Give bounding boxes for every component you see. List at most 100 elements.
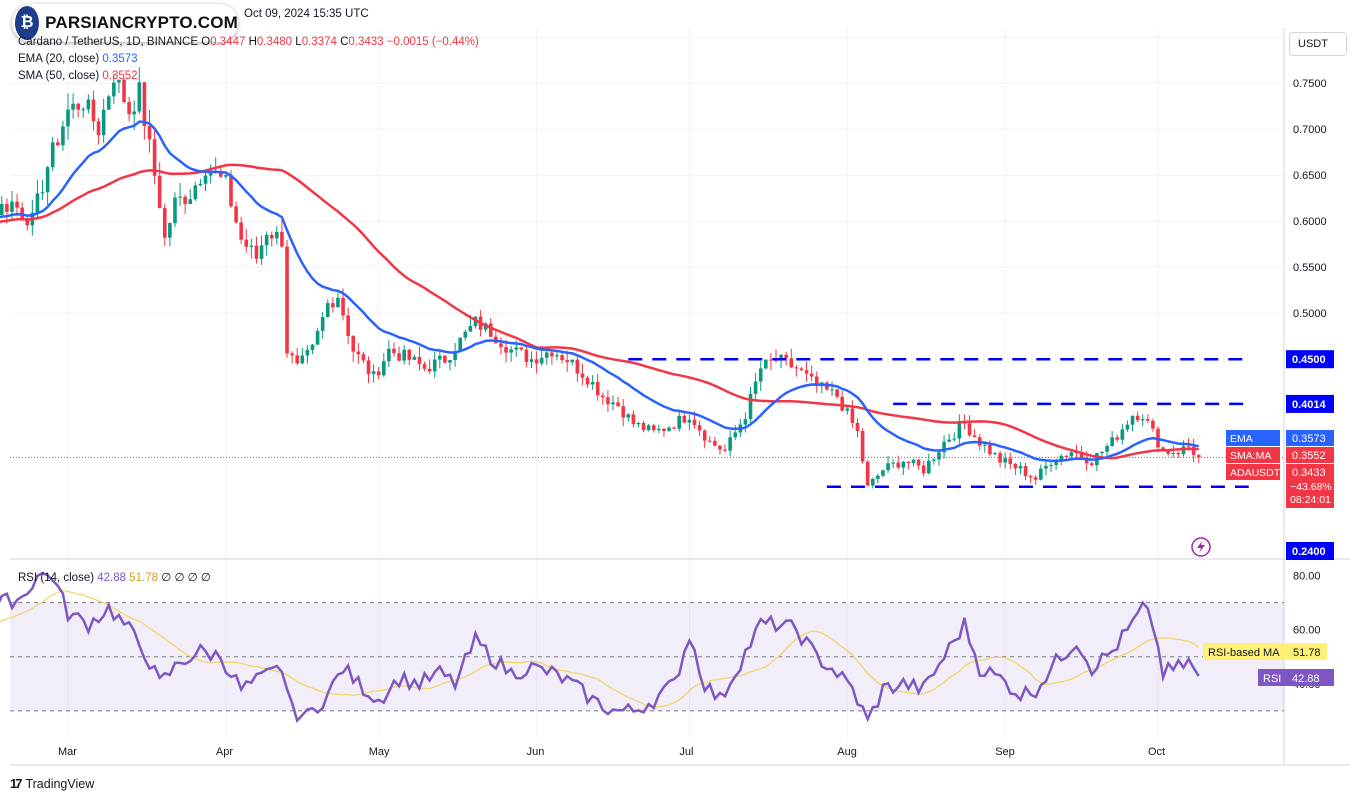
candle-body (91, 99, 96, 122)
candle-body (891, 462, 895, 464)
level-badge (1286, 394, 1334, 413)
symbol-title[interactable]: Cardano / TetherUS, 1D, BINANCE (18, 36, 199, 48)
candle-body (66, 109, 70, 127)
low-label: L (295, 36, 302, 48)
candle-body (1105, 445, 1109, 452)
lightning-icon (1191, 537, 1211, 557)
candle-body (1186, 446, 1191, 448)
candle-body (957, 422, 962, 439)
tradingview-brand: TradingView (25, 776, 95, 791)
candle-body (1023, 466, 1028, 477)
candle-body (636, 422, 641, 425)
candle-body (575, 359, 580, 374)
badge-value-box (1286, 430, 1334, 446)
level-badge (1286, 542, 1334, 560)
tradingview-icon: 17 (10, 776, 23, 791)
candle-body (458, 337, 462, 353)
candle-body (438, 355, 442, 360)
candle-body (580, 373, 585, 378)
candle-body (855, 422, 860, 431)
price-badge-countdown: 08:24:01 (1290, 494, 1331, 506)
candle-body (901, 461, 906, 468)
candle-body (10, 201, 14, 212)
candle-body (1089, 463, 1094, 466)
candle-body (173, 197, 177, 224)
candle-body (1028, 476, 1033, 478)
candle-body (86, 99, 91, 110)
badge-name-box (1226, 447, 1280, 463)
candle-body (1084, 457, 1089, 464)
candle-body (993, 453, 997, 455)
candle-body (789, 358, 794, 368)
candle-body (168, 223, 172, 238)
rsi-legend-extra: ∅ ∅ ∅ ∅ (161, 572, 211, 584)
candle-body (122, 79, 126, 103)
candle-body (1151, 420, 1155, 429)
candle-body (443, 355, 447, 363)
x-axis-tick: Sep (995, 746, 1015, 758)
candle-body (942, 441, 946, 453)
candle-body (432, 359, 437, 372)
candle-body (203, 175, 208, 184)
candle-body (453, 352, 457, 361)
y-axis-tick: 0.5500 (1293, 262, 1327, 274)
candle-body (402, 349, 406, 361)
candle-body (514, 347, 519, 350)
candle-body (81, 109, 86, 111)
candle-body (295, 355, 300, 364)
ema-legend-label: EMA (20, close) (18, 53, 100, 65)
candle-body (56, 142, 60, 146)
candle-body (1110, 437, 1114, 446)
candle-body (1044, 465, 1048, 469)
candle-body (417, 356, 422, 365)
candle-body (687, 419, 692, 423)
sma-badge: SMA:MA (1230, 450, 1271, 462)
candle-body (702, 430, 707, 441)
price-badge-name: ADAUSDT (1230, 467, 1281, 479)
candle-body (0, 203, 4, 215)
sma-legend-label: SMA (50, close) (18, 70, 100, 82)
candle-body (932, 459, 936, 461)
candle-body (40, 192, 45, 194)
logo-icon: ₿ (15, 6, 40, 40)
candle-body (376, 371, 381, 376)
currency-button[interactable]: USDT (1289, 32, 1347, 56)
candle-body (509, 349, 513, 353)
candle-body (1100, 451, 1104, 454)
candle-body (723, 449, 727, 451)
sma-legend[interactable]: SMA (50, close) 0.3552 (18, 70, 138, 82)
candle-body (758, 368, 763, 382)
candle-body (132, 111, 137, 115)
candle-body (519, 347, 524, 350)
candle-body (366, 360, 371, 374)
candle-body (641, 422, 646, 431)
candle-body (585, 377, 590, 385)
candle-body (728, 437, 732, 451)
candle-body (1069, 452, 1074, 457)
level-badge (1286, 350, 1334, 369)
low-value: 0.3374 (301, 36, 337, 48)
candle-body (672, 427, 676, 429)
candle-body (351, 336, 356, 352)
price-badge-name-box (1226, 464, 1280, 480)
badge-value-box (1286, 447, 1334, 463)
tradingview-footer[interactable]: 17 TradingView (10, 776, 94, 791)
candle-body (865, 461, 870, 486)
ema-line (0, 120, 1199, 463)
candle-body (371, 371, 376, 374)
candle-body (911, 459, 916, 464)
ema-badge-value: 0.3573 (1292, 433, 1326, 445)
candle-body (662, 428, 666, 432)
candle-body (1191, 446, 1196, 456)
rsi-legend[interactable]: RSI (14, close) 42.88 51.78 ∅ ∅ ∅ ∅ (18, 570, 211, 584)
candle-body (881, 470, 885, 476)
ema-legend[interactable]: EMA (20, close) 0.3573 (18, 53, 138, 65)
candle-body (234, 206, 238, 223)
candle-body (682, 415, 687, 423)
price-badge-value: 0.3433 (1292, 467, 1326, 479)
candle-body (876, 475, 880, 479)
candle-body (870, 478, 875, 486)
badge-name-box (1226, 430, 1280, 446)
candle-body (361, 354, 366, 361)
